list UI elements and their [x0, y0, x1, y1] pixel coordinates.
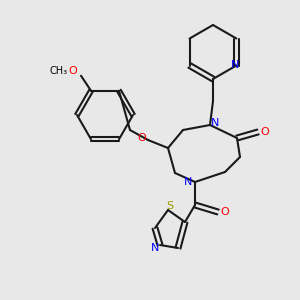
Text: N: N	[231, 61, 240, 70]
Text: N: N	[151, 243, 159, 253]
Text: O: O	[138, 133, 146, 143]
Text: O: O	[69, 66, 77, 76]
Text: N: N	[184, 177, 192, 187]
Text: CH₃: CH₃	[50, 66, 68, 76]
Text: O: O	[261, 127, 269, 137]
Text: O: O	[220, 207, 230, 217]
Text: N: N	[211, 118, 219, 128]
Text: S: S	[167, 201, 174, 211]
